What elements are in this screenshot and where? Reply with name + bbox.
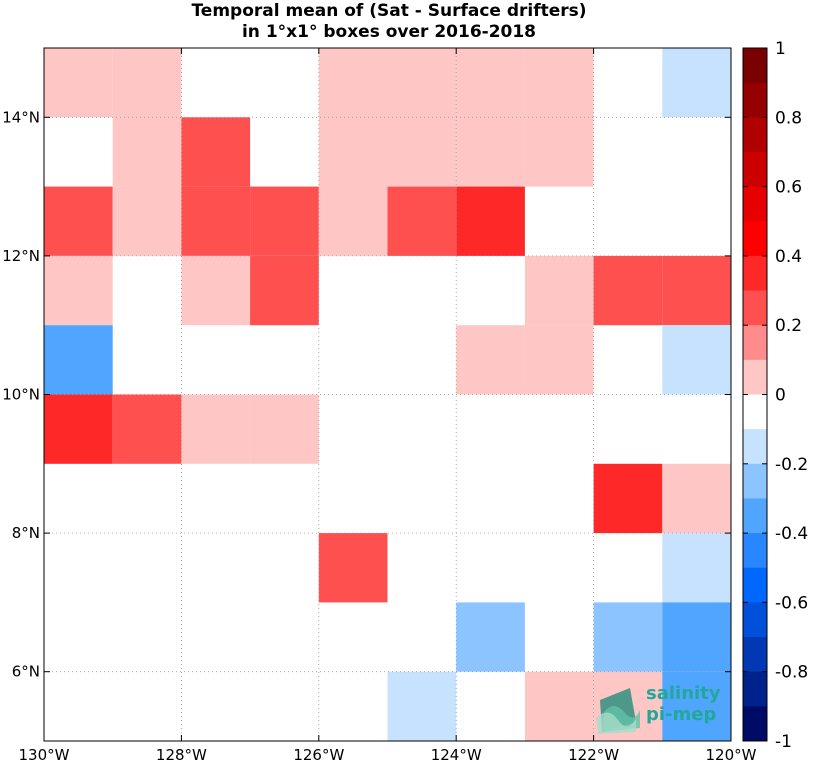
heatmap-cell	[662, 533, 731, 603]
heatmap-cell	[524, 48, 594, 118]
heatmap-cell	[456, 325, 525, 395]
y-tick-label: 10°N	[2, 386, 40, 404]
heatmap-cell	[456, 48, 525, 118]
colorbar-tick-label: -0.2	[775, 455, 808, 475]
heatmap-cell	[44, 186, 113, 256]
heatmap-cell	[387, 48, 457, 118]
heatmap-cell	[181, 394, 251, 464]
colorbar-segment	[743, 325, 767, 361]
x-tick-label: 126°W	[293, 746, 344, 763]
colorbar-segment	[743, 706, 767, 742]
colorbar-segment	[743, 290, 767, 326]
y-tick-label: 8°N	[12, 524, 40, 542]
heatmap-cell	[318, 533, 388, 603]
heatmap-cell	[593, 255, 663, 326]
colorbar-segment	[743, 602, 767, 638]
colorbar-tick-label: 0.8	[775, 108, 802, 128]
heatmap-cell	[181, 255, 251, 326]
heatmap-cell	[112, 117, 182, 187]
colorbar-tick-label: 0	[775, 386, 786, 406]
heatmap-cell	[44, 255, 113, 326]
heatmap-cell	[181, 186, 251, 256]
heatmap-cell	[44, 48, 113, 118]
heatmap-cell	[593, 463, 663, 534]
colorbar-tick-label: 0.6	[775, 178, 802, 198]
colorbar-segment	[743, 82, 767, 118]
colorbar-tick-label: -0.4	[775, 524, 808, 544]
colorbar-segment	[743, 186, 767, 222]
logo-text-salinity: salinity	[646, 683, 721, 704]
colorbar-segment	[743, 463, 767, 499]
logo-text-pimep: pi-mep	[646, 704, 717, 725]
heatmap-cell	[318, 117, 388, 187]
x-tick-label: 130°W	[19, 746, 70, 763]
colorbar-segment	[743, 498, 767, 534]
colorbar-tick-label: -0.6	[775, 593, 808, 613]
colorbar-segment	[743, 117, 767, 153]
colorbar-tick-label: -1	[775, 732, 792, 752]
heatmap-cell	[593, 602, 663, 672]
heatmap-cell	[387, 671, 457, 741]
heatmap-cell	[456, 186, 525, 256]
heatmap-cell	[250, 186, 319, 256]
heatmap-cell	[181, 117, 251, 187]
colorbar-segment	[743, 637, 767, 673]
y-tick-label: 14°N	[2, 108, 40, 126]
y-tick-label: 12°N	[2, 247, 40, 265]
heatmap-cell	[250, 255, 319, 326]
colorbar-segment	[743, 221, 767, 257]
x-axis-ticks: 130°W 128°W 126°W 124°W 122°W 120°W	[19, 48, 757, 763]
heatmap-cell	[44, 325, 113, 395]
heatmap-cell	[112, 394, 182, 464]
y-tick-label: 6°N	[12, 663, 40, 681]
heatmap-cell	[662, 255, 731, 326]
x-tick-label: 124°W	[431, 746, 482, 763]
heatmap-cell	[112, 186, 182, 256]
y-axis-ticks: 6°N 8°N 10°N 12°N 14°N	[2, 108, 731, 681]
heatmap-cell	[524, 671, 594, 741]
heatmap-cell	[44, 394, 113, 464]
colorbar-segment	[743, 429, 767, 465]
colorbar-segment	[743, 151, 767, 188]
colorbar-segment	[743, 567, 767, 603]
grid-lines	[44, 48, 731, 741]
heatmap-cell	[318, 186, 388, 256]
heatmap-cell	[250, 394, 319, 464]
colorbar-segment	[743, 671, 767, 707]
colorbar-segment	[743, 255, 767, 292]
colorbar-tick-label: 0.2	[775, 316, 802, 336]
x-tick-label: 122°W	[568, 746, 619, 763]
salinity-waves-logo-icon	[596, 688, 640, 734]
heatmap-cells	[44, 48, 731, 741]
heatmap-cell	[456, 117, 525, 187]
colorbar-tick-label: 0.4	[775, 247, 802, 267]
colorbar-tick-label: -0.8	[775, 663, 808, 683]
heatmap-cell	[662, 48, 731, 118]
heatmap-cell	[662, 463, 731, 534]
colorbar-segment	[743, 359, 767, 395]
x-tick-label: 128°W	[156, 746, 207, 763]
colorbar: 1 0.8 0.6 0.4 0.2 0 -0.2 -0.4 -0.6 -0.8 -1	[742, 39, 808, 752]
heatmap-cell	[112, 48, 182, 118]
heatmap-cell	[662, 602, 731, 672]
x-tick-label: 120°W	[706, 746, 757, 763]
heatmap-cell	[524, 117, 594, 187]
heatmap-cell	[524, 325, 594, 395]
heatmap-cell	[662, 671, 731, 741]
heatmap-cell	[387, 117, 457, 187]
heatmap-cell	[387, 186, 457, 256]
colorbar-segment	[743, 48, 767, 84]
heatmap-cell	[662, 325, 731, 395]
heatmap-cell	[456, 602, 525, 672]
chart-title-line1: Temporal mean of (Sat - Surface drifters…	[191, 1, 587, 21]
colorbar-segment	[743, 533, 767, 569]
chart-title-line2: in 1°x1° boxes over 2016-2018	[241, 22, 537, 42]
colorbar-tick-label: 1	[775, 39, 786, 59]
colorbar-segment	[743, 394, 767, 430]
heatmap-cell	[318, 48, 388, 118]
heatmap-cell	[524, 255, 594, 326]
